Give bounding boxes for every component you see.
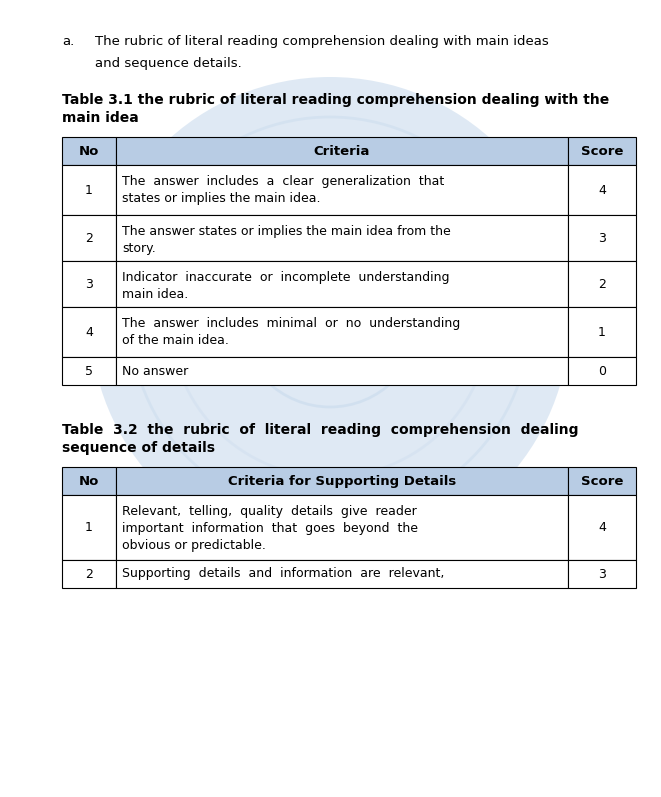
Text: Table  3.2  the  rubric  of  literal  reading  comprehension  dealing: Table 3.2 the rubric of literal reading …	[62, 423, 578, 437]
Text: 2: 2	[85, 567, 93, 580]
Text: 1: 1	[85, 521, 93, 534]
Bar	[62, 357, 116, 385]
Text: 4: 4	[85, 325, 93, 339]
Text: 3: 3	[85, 277, 93, 290]
Text: Criteria for Supporting Details: Criteria for Supporting Details	[228, 474, 456, 488]
Text: 1: 1	[85, 183, 93, 197]
Text: 5: 5	[85, 364, 93, 378]
Text: Indicator  inaccurate  or  incomplete  understanding: Indicator inaccurate or incomplete under…	[122, 271, 449, 284]
Bar	[116, 261, 568, 307]
Bar	[62, 215, 116, 261]
Text: No: No	[79, 474, 99, 488]
Bar	[62, 137, 116, 165]
Bar	[568, 357, 636, 385]
Bar	[568, 215, 636, 261]
Bar	[62, 307, 116, 357]
Text: The  answer  includes  minimal  or  no  understanding: The answer includes minimal or no unders…	[122, 317, 460, 330]
Bar	[62, 165, 116, 215]
Bar	[116, 137, 568, 165]
Text: Table 3.1 the rubric of literal reading comprehension dealing with the: Table 3.1 the rubric of literal reading …	[62, 93, 609, 107]
Bar	[62, 261, 116, 307]
Text: main idea.: main idea.	[122, 288, 188, 301]
Text: The rubric of literal reading comprehension dealing with main ideas: The rubric of literal reading comprehens…	[95, 35, 549, 48]
Bar	[568, 467, 636, 495]
Bar	[568, 495, 636, 560]
Text: 1: 1	[598, 325, 606, 339]
Bar	[116, 495, 568, 560]
Bar	[116, 560, 568, 588]
Bar	[568, 560, 636, 588]
Bar	[62, 560, 116, 588]
Bar	[116, 467, 568, 495]
Text: main idea: main idea	[62, 111, 139, 125]
Bar	[62, 467, 116, 495]
Text: The  answer  includes  a  clear  generalization  that: The answer includes a clear generalizati…	[122, 175, 444, 188]
Text: sequence of details: sequence of details	[62, 441, 215, 455]
Text: obvious or predictable.: obvious or predictable.	[122, 539, 266, 552]
Text: Score: Score	[581, 474, 623, 488]
Text: 3: 3	[598, 231, 606, 245]
Bar	[62, 495, 116, 560]
Text: Supporting  details  and  information  are  relevant,: Supporting details and information are r…	[122, 567, 444, 580]
Text: The answer states or implies the main idea from the: The answer states or implies the main id…	[122, 225, 451, 238]
Text: 2: 2	[598, 277, 606, 290]
Bar	[116, 307, 568, 357]
Text: Relevant,  telling,  quality  details  give  reader: Relevant, telling, quality details give …	[122, 505, 416, 518]
Text: important  information  that  goes  beyond  the: important information that goes beyond t…	[122, 522, 418, 535]
Text: states or implies the main idea.: states or implies the main idea.	[122, 192, 321, 205]
Text: Score: Score	[581, 144, 623, 158]
Text: a.: a.	[62, 35, 74, 48]
Text: 4: 4	[598, 183, 606, 197]
Circle shape	[90, 77, 570, 557]
Bar	[568, 307, 636, 357]
Text: 0: 0	[598, 364, 606, 378]
Bar	[568, 137, 636, 165]
Text: and sequence details.: and sequence details.	[95, 57, 242, 70]
Text: of the main idea.: of the main idea.	[122, 334, 229, 347]
Bar	[116, 357, 568, 385]
Text: 2: 2	[85, 231, 93, 245]
Text: 4: 4	[598, 521, 606, 534]
Bar	[568, 261, 636, 307]
Text: No answer: No answer	[122, 364, 188, 378]
Text: story.: story.	[122, 242, 156, 255]
Text: Criteria: Criteria	[314, 144, 370, 158]
Bar	[116, 215, 568, 261]
Bar	[568, 165, 636, 215]
Text: 3: 3	[598, 567, 606, 580]
Text: No: No	[79, 144, 99, 158]
Bar	[116, 165, 568, 215]
